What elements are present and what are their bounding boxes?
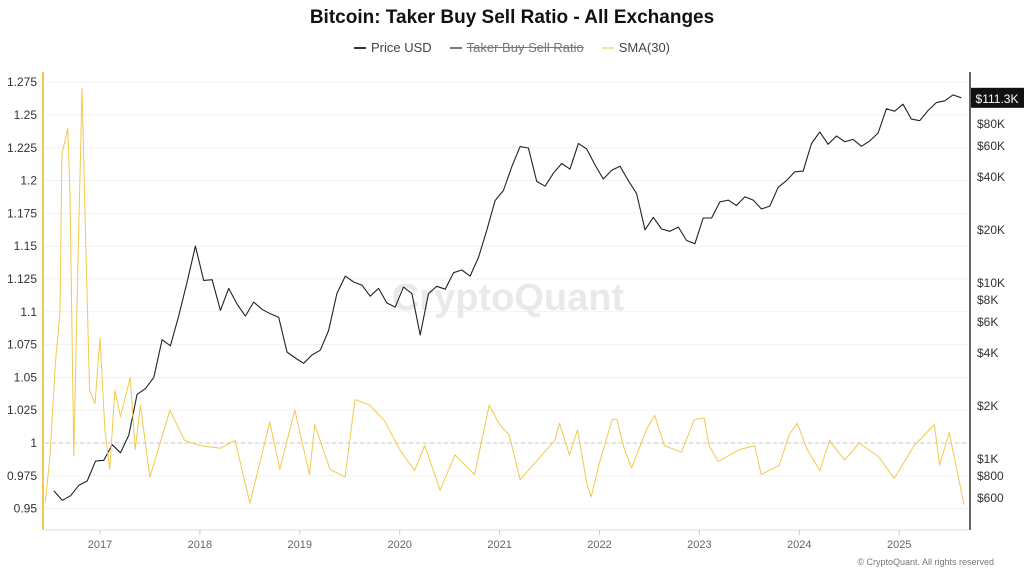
right-tick-label: $10K [977, 276, 1005, 290]
legend-label: Price USD [370, 40, 432, 55]
legend-label: SMA(30) [618, 40, 671, 55]
right-tick-label: $4K [977, 346, 998, 360]
left-tick-label: 1.2 [20, 174, 37, 188]
right-tick-label: $1K [977, 452, 998, 466]
x-tick-label: 2019 [288, 539, 312, 551]
watermark: CryptoQuant [392, 277, 625, 319]
left-tick-label: 1.275 [7, 75, 37, 89]
legend: Price USD Taker Buy Sell Ratio SMA(30) [0, 40, 1024, 55]
legend-swatch [449, 46, 462, 49]
x-tick-label: 2021 [487, 539, 511, 551]
sma30-line [44, 88, 965, 505]
x-tick-label: 2020 [387, 539, 411, 551]
x-tick-label: 2022 [587, 539, 611, 551]
right-tick-label: $800 [977, 469, 1004, 483]
left-tick-label: 1.25 [14, 108, 38, 122]
right-tick-label: $60K [977, 139, 1005, 153]
legend-item-price[interactable]: Price USD [353, 40, 432, 55]
left-tick-label: 1 [30, 436, 37, 450]
right-tick-label: $6K [977, 315, 998, 329]
right-tick-label: $40K [977, 170, 1005, 184]
right-tick-label: $2K [977, 399, 998, 413]
x-tick-label: 2023 [687, 539, 711, 551]
right-tick-label: $8K [977, 293, 998, 307]
left-tick-label: 1.075 [7, 338, 37, 352]
left-tick-label: 0.975 [7, 469, 37, 483]
copyright: © CryptoQuant. All rights reserved [857, 557, 994, 567]
left-tick-label: 0.95 [14, 502, 38, 516]
left-tick-label: 1.05 [14, 370, 38, 384]
left-tick-label: 1.1 [20, 305, 37, 319]
chart-title: Bitcoin: Taker Buy Sell Ratio - All Exch… [309, 7, 715, 28]
legend-item-sma[interactable]: SMA(30) [601, 40, 671, 55]
legend-swatch [601, 46, 614, 49]
x-tick-label: 2018 [188, 539, 212, 551]
legend-item-ratio[interactable]: Taker Buy Sell Ratio [449, 40, 584, 55]
right-tick-label: $20K [977, 223, 1005, 237]
right-tick-label: $80K [977, 117, 1005, 131]
x-tick-label: 2025 [887, 539, 911, 551]
x-tick-label: 2024 [787, 539, 811, 551]
left-tick-label: 1.225 [7, 141, 37, 155]
current-price-badge [971, 87, 1024, 108]
left-tick-label: 1.15 [14, 239, 38, 253]
current-price-label: $111.3K [976, 92, 1019, 106]
right-tick-label: $600 [977, 491, 1004, 505]
left-tick-label: 1.175 [7, 206, 37, 220]
left-tick-label: 1.025 [7, 403, 37, 417]
price-usd-line [53, 94, 962, 501]
x-tick-label: 2017 [88, 539, 112, 551]
legend-label: Taker Buy Sell Ratio [466, 40, 584, 55]
left-tick-label: 1.125 [7, 272, 37, 286]
legend-swatch [353, 46, 366, 49]
